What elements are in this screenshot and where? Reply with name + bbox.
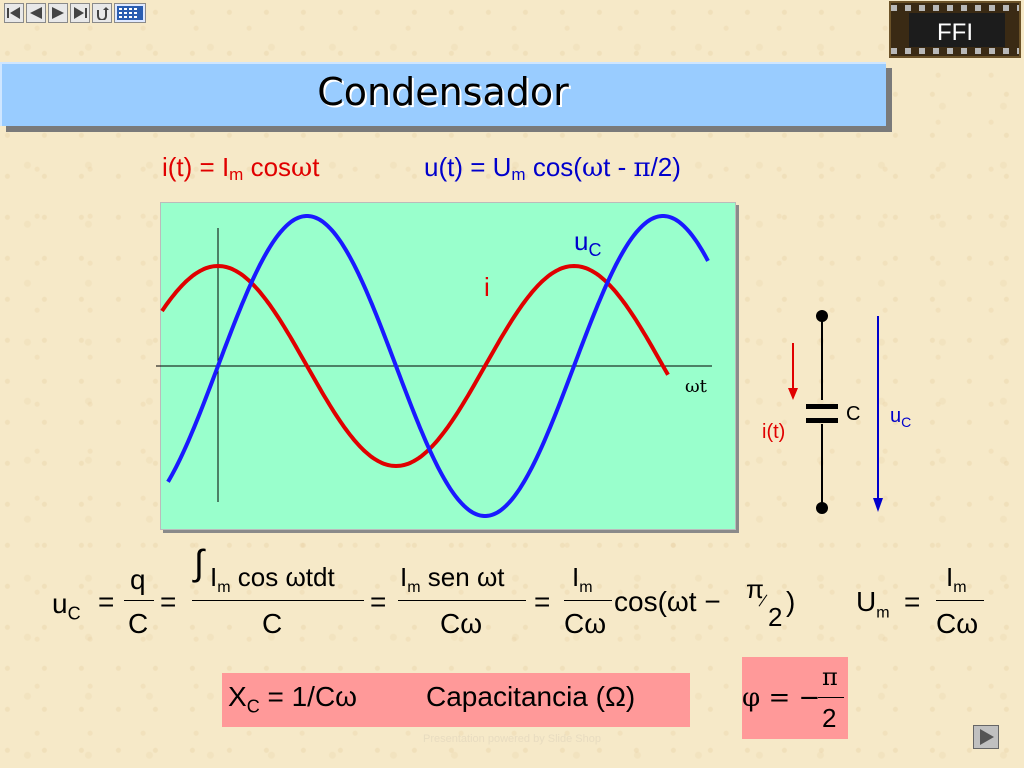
last-slide-button[interactable]: [70, 3, 90, 23]
terminal-top: [816, 310, 828, 322]
formula-sen: Im sen ωt: [400, 562, 505, 597]
capacitor-circuit: i(t) C uC: [762, 310, 911, 514]
voltage-eq-pi: π: [633, 153, 651, 183]
current-equation: i(t) = Im cosωt: [162, 152, 319, 185]
next-icon: [52, 7, 64, 19]
fraction-line-4: [564, 600, 612, 601]
formula-im-1: Im: [572, 562, 593, 597]
formula-cw-2: Cω: [564, 608, 607, 639]
play-icon: [980, 729, 994, 745]
fraction-line-5: [936, 600, 984, 601]
formula-eq-5: =: [904, 586, 921, 617]
integral-sign: ∫: [194, 542, 204, 583]
voltage-eq-t: t -: [603, 152, 634, 182]
formula-c-1: C: [128, 608, 149, 639]
slide-navigation: [4, 3, 146, 25]
phase-phi: φ = −: [742, 683, 821, 713]
return-icon: [97, 7, 109, 20]
current-eq-prefix: i(t) = I: [162, 152, 230, 182]
capacitor-plate-top: [806, 404, 838, 409]
voltage-eq-omega: ω: [581, 153, 604, 183]
formula-close: ): [786, 586, 796, 617]
phase-pi: π: [822, 663, 838, 691]
title-bar: [0, 62, 886, 126]
formula-cw-3: Cω: [936, 608, 979, 639]
footer-text: Presentation powered by Slide Shop: [423, 733, 601, 745]
capacitor-label: C: [846, 403, 860, 425]
series-uc-label: uC: [574, 226, 601, 260]
current-eq-cos: cos: [243, 152, 292, 182]
previous-icon: [30, 7, 42, 19]
voltage-eq-prefix: u(t) = U: [424, 152, 512, 182]
phase-box: φ = − π 2: [742, 657, 848, 739]
formula-eq-4: =: [534, 586, 551, 617]
formula-c-2: C: [262, 608, 283, 639]
fraction-line-2: [192, 600, 364, 601]
return-button[interactable]: [92, 3, 112, 23]
page-title: Condensador: [317, 70, 569, 114]
fraction-line-3: [398, 600, 526, 601]
calculator-icon: [117, 6, 143, 20]
capacitor-plate-bottom: [806, 418, 838, 423]
first-slide-button[interactable]: [4, 3, 24, 23]
voltage-label: uC: [890, 405, 911, 430]
formula-two: 2: [768, 602, 783, 632]
current-eq-omega: ω: [291, 153, 313, 183]
last-icon: [74, 7, 87, 19]
calculator-button[interactable]: [114, 3, 146, 23]
series-uc-line: [166, 214, 710, 518]
reactance-box: XC = 1/Cω Capacitancia (Ω): [222, 673, 690, 727]
current-eq-sub: m: [229, 165, 244, 184]
formula-integrand: Im cos ωtdt: [210, 562, 335, 597]
terminal-bottom: [816, 502, 828, 514]
fraction-line-1: [124, 600, 154, 601]
formula-q: q: [130, 564, 146, 595]
formula-uc: uC: [52, 588, 81, 624]
previous-slide-button[interactable]: [26, 3, 46, 23]
next-slide-nav-button[interactable]: [48, 3, 68, 23]
formula-um: Um: [856, 586, 890, 622]
voltage-eq-end: /2): [650, 152, 681, 182]
voltage-eq-cos: cos(: [525, 152, 582, 182]
formula-cos: cos(ωt −: [614, 586, 721, 617]
formula-pi: π: [746, 574, 764, 604]
formula-cw-1: Cω: [440, 608, 483, 639]
voltage-arrow-head: [873, 498, 883, 512]
series-i-line: [160, 263, 670, 469]
capacitor-voltage-derivation: uC = q C = ∫ Im cos ωtdt C = Im sen ωt C…: [0, 540, 1024, 660]
formula-eq-1: =: [98, 586, 115, 617]
formula-eq-2: =: [160, 586, 177, 617]
formula-im-2: Im: [946, 562, 967, 597]
ffi-logo: FFI: [889, 1, 1021, 58]
logo-text: FFI: [937, 19, 973, 46]
current-arrow-head: [788, 388, 798, 400]
first-icon: [7, 7, 20, 19]
voltage-equation: u(t) = Um cos(ωt - π/2): [424, 152, 681, 185]
reactance-text: XC = 1/Cω: [228, 681, 358, 717]
formula-eq-3: =: [370, 586, 387, 617]
next-slide-button[interactable]: [973, 725, 999, 749]
current-label: i(t): [762, 421, 785, 443]
phase-fraction-line: [818, 697, 844, 698]
voltage-eq-sub: m: [511, 165, 526, 184]
series-i-label: i: [484, 272, 490, 302]
x-axis-label: ωt: [685, 376, 708, 397]
capacitance-text: Capacitancia (Ω): [426, 681, 636, 712]
phase-two: 2: [822, 703, 837, 733]
current-eq-t: t: [312, 152, 320, 182]
